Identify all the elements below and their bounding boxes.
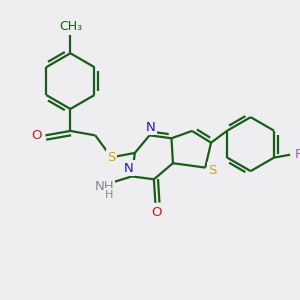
Text: H: H [105,190,113,200]
Text: N: N [146,121,156,134]
Text: CH₃: CH₃ [59,20,82,33]
Text: S: S [107,151,116,164]
Text: O: O [152,206,162,219]
Text: N: N [124,162,133,175]
Text: S: S [208,164,217,177]
Text: O: O [32,129,42,142]
Text: NH: NH [94,180,114,193]
Text: F: F [294,148,300,160]
